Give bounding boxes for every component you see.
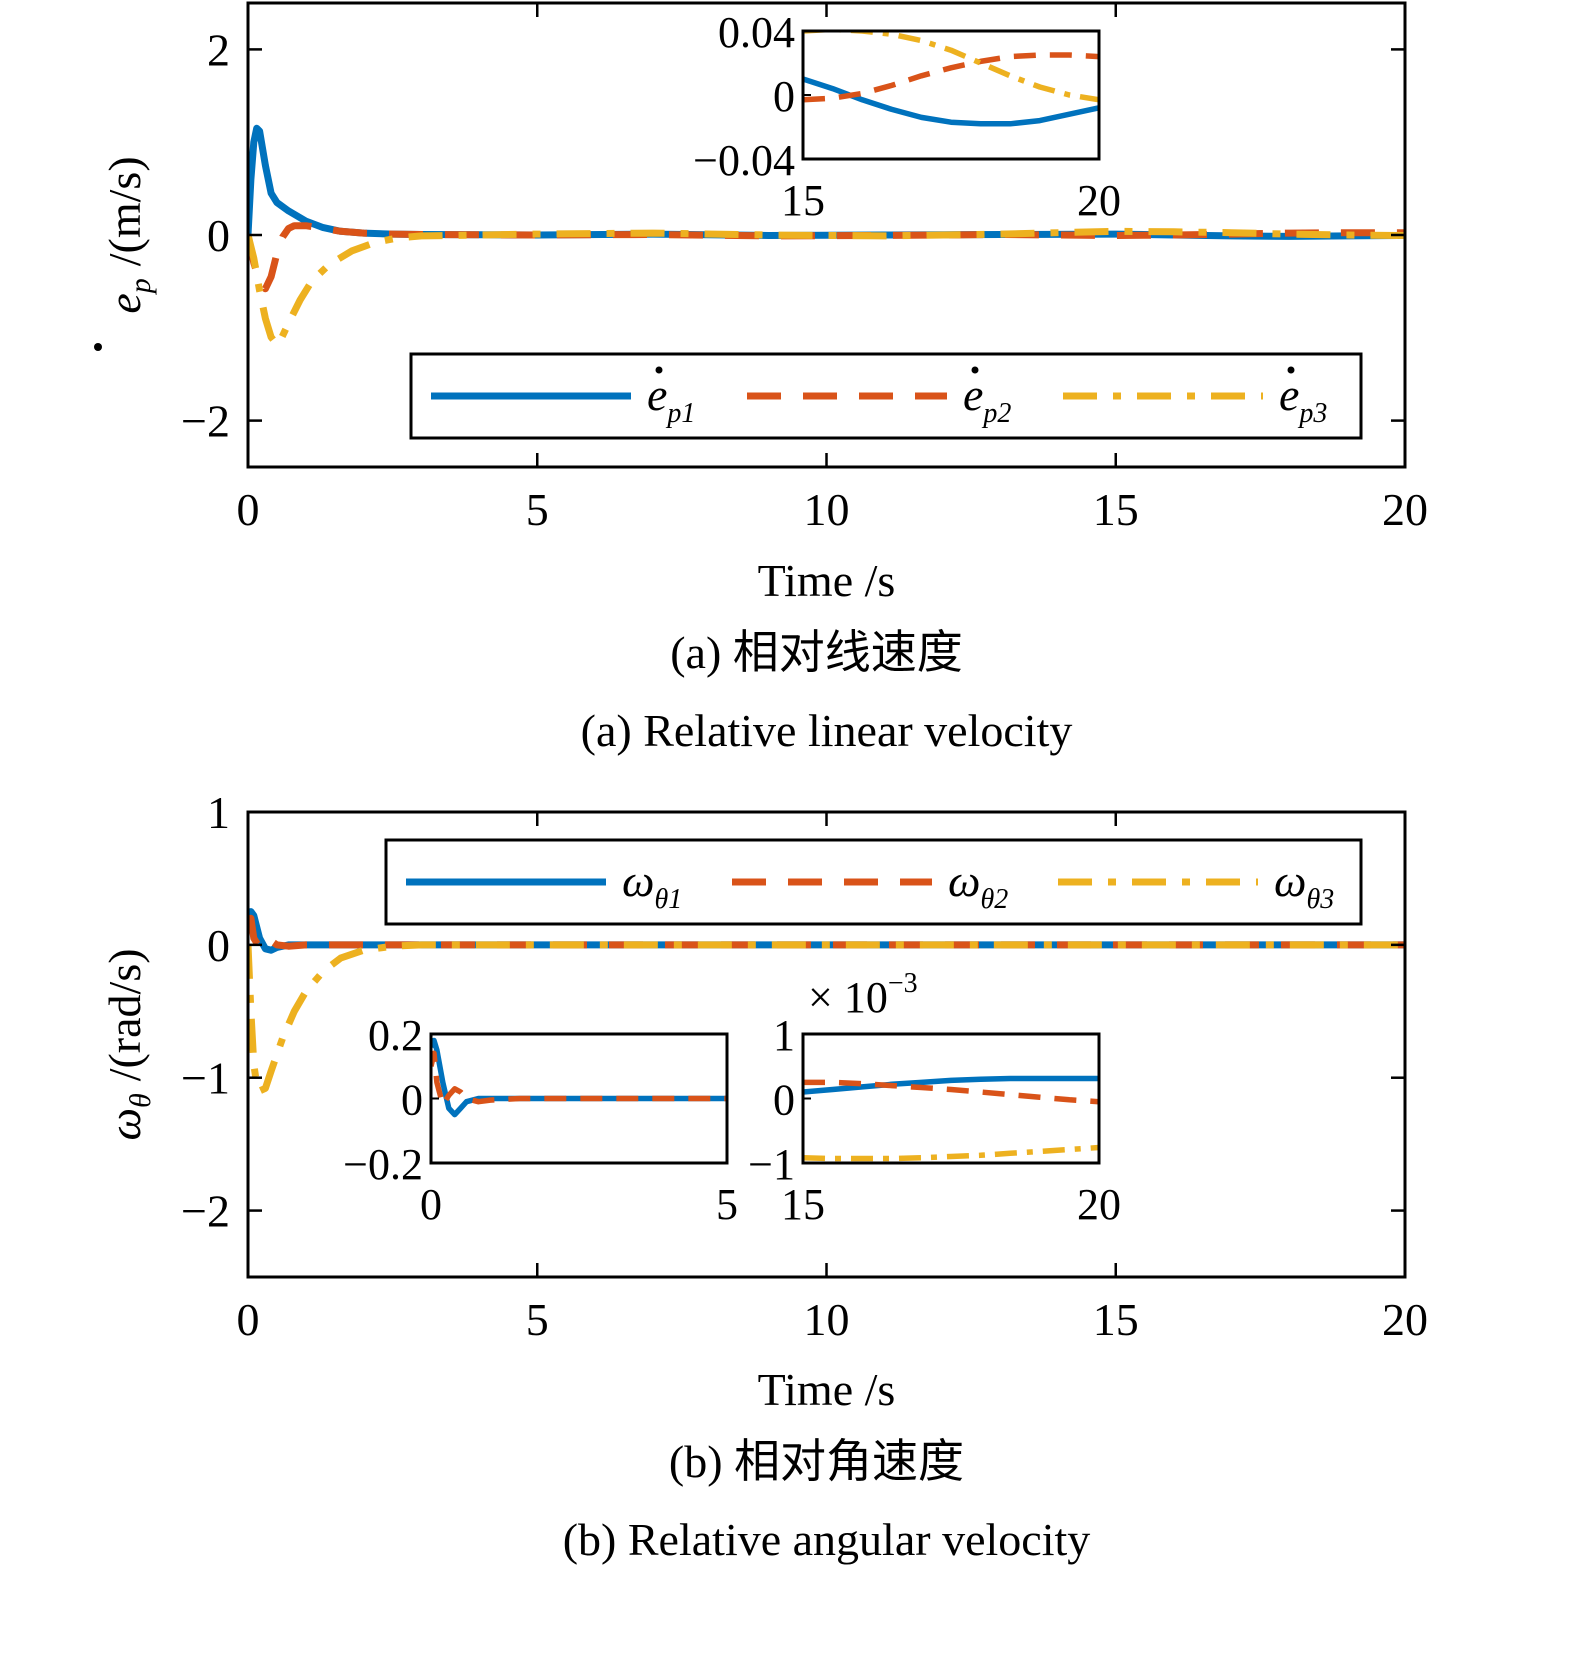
panel-a-caption-chinese: (a) 相对线速度 [670,627,963,678]
inset-x-tick-label: 15 [781,176,825,225]
inset-curves [431,1037,727,1118]
x-tick-label: 20 [1382,1294,1428,1345]
y-tick-label: 2 [207,24,230,75]
panel-b-legend: ωθ1 ωθ2 ωθ3 [384,838,1363,926]
legend-entry-label: ep1 [647,369,695,429]
panel-a-curves [248,124,1405,348]
x-tick-label: 5 [526,1294,549,1345]
inset-series-line-3 [803,1144,1099,1162]
panel-a-inset: 15 20 −0.04 0 0.04 [693,8,1121,225]
series-line-3 [248,227,1405,348]
y-axis-symbol: e [99,293,150,313]
legend-entry-label: ep2 [963,369,1011,429]
inset-curves [803,1075,1099,1162]
panel-b: 0 5 10 15 20−2−101 0 5−0.200.215 20−101× 10−3 … [99,787,1428,1565]
panel-a-caption-english: (a) Relative linear velocity [581,705,1073,756]
inset-y-tick-label: 0 [401,1076,423,1125]
inset-1: 0 5−0.200.2 [343,1011,738,1229]
inset-scale-factor: × 10−3 [808,968,918,1022]
x-tick-label: 20 [1382,484,1428,535]
x-tick-label: 5 [526,484,549,535]
panel-b-x-axis-label: Time /s [758,1364,896,1415]
legend-entry-label: ep3 [1279,369,1327,429]
panel-a-x-axis-label: Time /s [758,555,896,606]
x-tick-label: 15 [1093,484,1139,535]
inset-series-line-2 [431,1050,727,1108]
inset-y-tick-label: −0.04 [693,136,795,185]
y-tick-label: 1 [207,787,230,838]
panel-a-y-axis-label: ep /(m/s) [94,156,157,351]
inset-x-tick-label: 0 [420,1180,442,1229]
legend-entry-label: ωθ1 [622,855,682,915]
inset-y-tick-label: 0 [773,72,795,121]
inset-background [803,1034,1099,1163]
inset-y-tick-label: 0.04 [718,8,795,57]
inset-series-line-2 [803,52,1099,103]
inset-1: 15 20 −0.04 0 0.04 [693,8,1121,225]
y-tick-label: −2 [181,396,230,447]
legend-derivative-dot [655,366,663,374]
panel-b-ticks: 0 5 10 15 20−2−101 [181,787,1428,1345]
y-axis-subscript: θ [124,1093,157,1108]
inset-curves [803,31,1099,127]
panel-a-ticks: 0 5 10 15 20−202 [181,3,1428,535]
x-tick-label: 0 [237,1294,260,1345]
inset-y-tick-label: 1 [773,1011,795,1060]
legend-derivative-dot [971,366,979,374]
y-tick-label: −1 [181,1053,230,1104]
inset-series-line-3 [803,31,1099,103]
y-axis-unit: /(rad/s) [99,948,150,1081]
panel-b-y-axis-label: ωθ /(rad/s) [99,948,157,1140]
legend-entry-label: ωθ3 [1274,855,1334,915]
series-line-2 [248,222,1405,293]
inset-x-tick-label: 15 [781,1180,825,1229]
legend-entry-label: ωθ2 [948,855,1008,915]
y-axis-label-text: ωθ /(rad/s) [99,948,157,1140]
panel-b-caption-english: (b) Relative angular velocity [563,1514,1091,1565]
legend-derivative-dot [1287,366,1295,374]
inset-2: 15 20 −1 0 1 × 10−3 [748,968,1121,1229]
inset-y-tick-label: −1 [748,1140,795,1189]
y-tick-label: 0 [207,210,230,261]
y-tick-label: −2 [181,1186,230,1237]
inset-x-tick-label: 20 [1077,1180,1121,1229]
inset-x-tick-label: 20 [1077,176,1121,225]
panel-b-caption-chinese: (b) 相对角速度 [669,1436,964,1487]
x-tick-label: 10 [804,1294,850,1345]
inset-series-line-2 [803,1079,1099,1105]
y-axis-unit: /(m/s) [99,156,150,266]
x-tick-label: 10 [804,484,850,535]
x-tick-label: 15 [1093,1294,1139,1345]
y-axis-subscript: p [124,278,157,295]
panel-b-curves [248,908,1405,1095]
inset-x-tick-label: 5 [716,1180,738,1229]
y-axis-label-text: ep /(m/s) [99,156,157,313]
y-axis-symbol: ω [99,1108,150,1140]
panel-b-insets: 0 5−0.200.215 20−101× 10−3 [343,968,1121,1229]
inset-series-line-1 [803,1075,1099,1095]
x-tick-label: 0 [237,484,260,535]
inset-y-tick-label: 0 [773,1076,795,1125]
panel-a-legend: ep1 ep2 ep3 [409,352,1363,440]
inset-y-tick-label: −0.2 [343,1140,423,1189]
y-axis-derivative-dot [94,343,102,351]
y-tick-label: 0 [207,920,230,971]
inset-y-tick-label: 0.2 [368,1011,423,1060]
